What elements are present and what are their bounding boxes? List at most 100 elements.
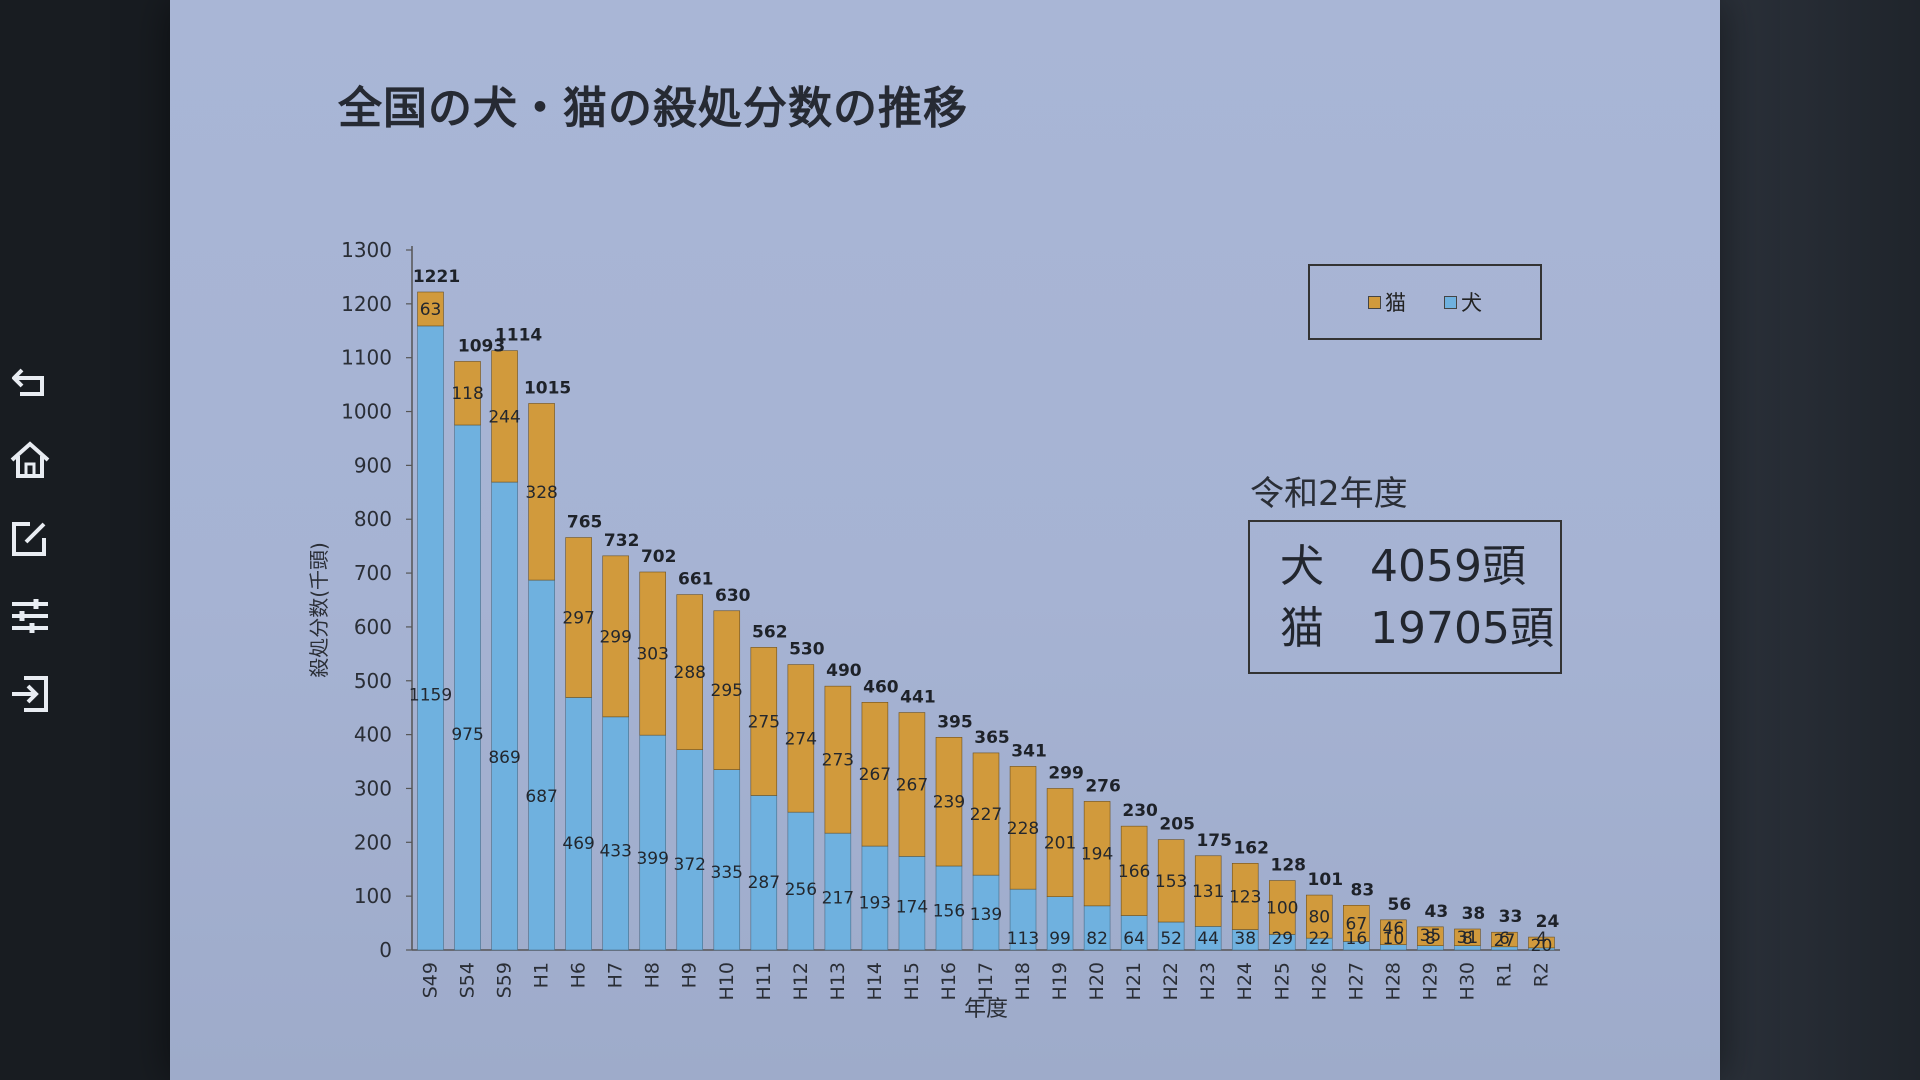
legend-item-dog: 犬	[1444, 287, 1482, 317]
data-label-cat: 153	[1155, 872, 1187, 892]
data-label-dog: 335	[711, 863, 743, 883]
bar-cat	[1009, 766, 1037, 890]
x-tick-label: H9	[679, 962, 701, 988]
data-label-cat: 303	[636, 645, 668, 665]
data-label-total: 56	[1388, 895, 1412, 915]
undo-arrow-icon[interactable]	[4, 356, 56, 408]
data-label-cat: 201	[1044, 834, 1076, 854]
data-label-cat: 244	[488, 407, 520, 427]
data-label-total: 341	[1011, 741, 1046, 761]
data-label-total: 490	[826, 661, 862, 681]
bar-cat	[1157, 839, 1185, 923]
y-tick-label: 1000	[341, 400, 392, 424]
x-axis-title: 年度	[964, 997, 1008, 1022]
data-label-total: 702	[641, 547, 677, 567]
data-label-dog: 4	[1536, 929, 1547, 949]
bar-dog	[1083, 905, 1111, 951]
data-label-dog: 869	[488, 748, 520, 768]
bar-cat	[602, 555, 629, 718]
data-label-total: 1093	[458, 336, 505, 356]
bar-cat	[750, 647, 778, 796]
legend-label-dog: 犬	[1461, 291, 1482, 315]
data-label-dog: 1159	[409, 685, 452, 705]
bar-dog	[1157, 921, 1185, 951]
page-title: 全国の犬・猫の殺処分数の推移	[338, 83, 968, 134]
import-icon[interactable]	[4, 668, 56, 720]
bar-cat	[1268, 880, 1296, 935]
bar-cat	[1306, 894, 1333, 939]
y-tick-label: 800	[354, 507, 392, 531]
chart-labels: S49 1159 63 1221 S54 975 118 1093 S59 869 244 1114 H…	[409, 267, 1560, 1000]
data-label-dog: 469	[562, 834, 594, 854]
data-label-dog: 52	[1160, 929, 1182, 949]
bar-dog	[1009, 888, 1037, 951]
data-label-dog: 287	[748, 873, 780, 893]
bar-dog	[861, 845, 889, 951]
x-tick-label: R2	[1530, 962, 1552, 987]
bar-cat	[454, 361, 481, 426]
data-label-dog: 975	[451, 725, 483, 745]
data-label-dog: 6	[1499, 929, 1510, 949]
y-tick-label: 1200	[341, 292, 392, 316]
data-label-total: 441	[900, 688, 936, 708]
y-axis-title: 殺処分数(千頭)	[307, 542, 331, 678]
x-tick-label: H24	[1234, 962, 1256, 1000]
data-label-cat: 63	[420, 300, 442, 320]
bar-cat	[1454, 928, 1481, 946]
y-tick-label: 400	[354, 723, 392, 747]
x-tick-label: H27	[1345, 962, 1367, 1000]
bar-cat	[676, 594, 704, 750]
data-label-cat: 227	[970, 805, 1002, 825]
bar-cat	[528, 403, 555, 581]
presentation-slide: 全国の犬・猫の殺処分数の推移 0 100 200 300 400 500 600 700 800…	[170, 0, 1720, 1080]
data-label-total: 43	[1425, 902, 1449, 922]
bar-cat	[565, 537, 592, 698]
data-label-total: 38	[1462, 904, 1486, 924]
bar-dog	[972, 874, 1000, 951]
data-label-dog: 16	[1346, 929, 1368, 949]
bar-cat	[713, 610, 741, 770]
data-label-total: 562	[752, 622, 788, 642]
data-label-cat: 267	[896, 775, 928, 795]
y-tick-label: 700	[354, 561, 392, 585]
x-tick-label: H29	[1419, 962, 1441, 1000]
data-label-dog: 38	[1234, 929, 1256, 949]
x-tick-label: H22	[1160, 962, 1182, 1000]
data-label-dog: 193	[859, 893, 891, 913]
data-label-dog: 139	[970, 905, 1002, 925]
data-label-dog: 399	[636, 849, 668, 869]
bar-dog	[454, 424, 481, 951]
x-tick-label: H15	[901, 962, 923, 1000]
data-label-total: 24	[1536, 912, 1560, 932]
bar-dog	[750, 795, 778, 951]
home-icon[interactable]	[4, 434, 56, 486]
data-label-cat: 228	[1007, 819, 1039, 839]
bar-cat	[1231, 863, 1259, 930]
edit-icon[interactable]	[4, 512, 56, 564]
stats-box: 犬 4059頭 猫 19705頭	[1248, 520, 1562, 674]
bar-cat	[1343, 905, 1370, 942]
data-label-dog: 433	[599, 842, 631, 862]
y-tick-label: 1300	[341, 238, 392, 262]
data-label-cat: 299	[599, 627, 631, 647]
x-tick-label: H8	[642, 962, 664, 988]
bar-cat	[1120, 825, 1148, 916]
data-label-dog: 256	[785, 880, 817, 900]
sliders-icon[interactable]	[4, 590, 56, 642]
data-label-dog: 44	[1197, 929, 1219, 949]
data-label-total: 33	[1499, 907, 1523, 927]
data-label-dog: 29	[1271, 929, 1293, 949]
data-label-total: 205	[1159, 815, 1195, 835]
data-label-cat: 295	[711, 681, 743, 701]
y-tick-label: 900	[354, 453, 392, 477]
bar-cat	[1491, 931, 1518, 948]
stats-caption: 令和2年度	[1250, 474, 1408, 514]
data-label-dog: 174	[896, 898, 928, 918]
bar-dog	[417, 325, 444, 951]
x-tick-label: R1	[1493, 962, 1515, 987]
bar-cat	[787, 664, 815, 813]
bar-cat	[1194, 855, 1222, 927]
data-label-total: 732	[604, 531, 640, 551]
bar-cat	[1417, 926, 1444, 946]
data-label-dog: 217	[822, 888, 854, 908]
